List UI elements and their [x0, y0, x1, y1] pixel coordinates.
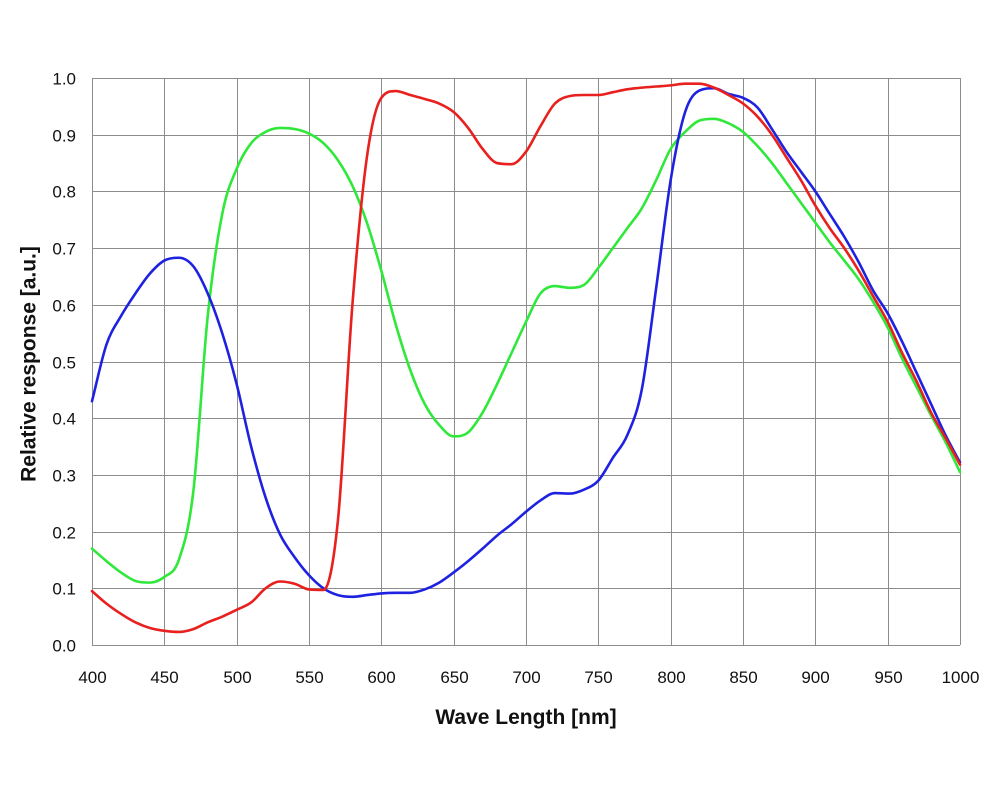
y-tick-label: 0.0: [52, 636, 76, 655]
y-tick-label: 0.6: [52, 296, 76, 315]
y-tick-label: 0.3: [52, 466, 76, 485]
x-tick-label: 700: [512, 668, 540, 687]
series-line-2: [90, 86, 962, 599]
y-axis-ticks: 0.0 0.1 0.2 0.3 0.4 0.5 0.6 0.7 0.8 0.9 1.0: [52, 69, 76, 655]
y-tick-label: 0.7: [52, 239, 76, 258]
y-axis-label: Relative response [a.u.]: [17, 246, 40, 482]
x-tick-label: 550: [295, 668, 323, 687]
x-tick-label: 650: [440, 668, 468, 687]
x-tick-label: 400: [78, 668, 106, 687]
x-tick-label: 450: [150, 668, 178, 687]
series-lines: [90, 82, 962, 634]
x-tick-label: 1000: [942, 668, 980, 687]
x-tick-label: 850: [729, 668, 757, 687]
x-tick-label: 900: [801, 668, 829, 687]
x-tick-label: 950: [874, 668, 902, 687]
y-tick-label: 0.1: [52, 579, 76, 598]
x-tick-label: 800: [657, 668, 685, 687]
x-tick-label: 600: [367, 668, 395, 687]
y-tick-label: 0.2: [52, 523, 76, 542]
y-tick-label: 0.4: [52, 409, 76, 428]
x-tick-label: 750: [584, 668, 612, 687]
grid: [92, 78, 961, 646]
y-tick-label: 0.8: [52, 182, 76, 201]
x-axis-label: Wave Length [nm]: [435, 706, 616, 729]
x-axis-ticks: 400 450 500 550 600 650 700 750 800 850 900 950 1000: [78, 668, 979, 687]
x-tick-label: 500: [223, 668, 251, 687]
y-tick-label: 0.9: [52, 126, 76, 145]
series-line-1: [90, 117, 962, 584]
y-tick-label: 0.5: [52, 353, 76, 372]
y-tick-label: 1.0: [52, 69, 76, 88]
series-line-3: [90, 82, 962, 634]
